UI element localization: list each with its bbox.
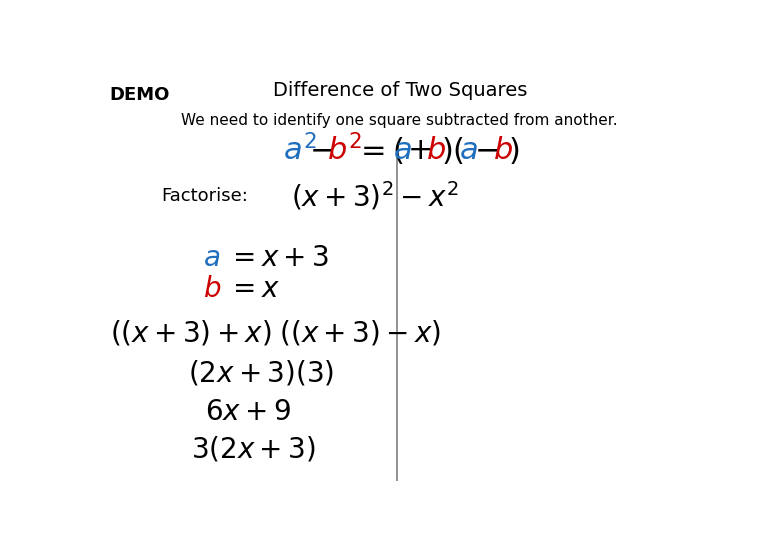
Text: $ = ($: $ = ($ <box>355 134 403 166</box>
Text: $a$: $a$ <box>392 136 411 165</box>
Text: $)($: $)($ <box>441 134 465 166</box>
Text: Factorise:: Factorise: <box>161 187 248 205</box>
Text: DEMO: DEMO <box>109 85 170 104</box>
Text: $ - $: $ - $ <box>474 136 498 165</box>
Text: $ - $: $ - $ <box>309 136 333 165</box>
Text: $ + $: $ + $ <box>407 136 431 165</box>
Text: $a$: $a$ <box>204 244 221 272</box>
Text: $= x + 3$: $= x + 3$ <box>228 244 329 272</box>
Text: $3(2x + 3)$: $3(2x + 3)$ <box>191 435 316 464</box>
Text: $(2x + 3)(3)$: $(2x + 3)(3)$ <box>188 359 335 388</box>
Text: $b$: $b$ <box>493 136 512 165</box>
Text: We need to identify one square subtracted from another.: We need to identify one square subtracte… <box>182 113 618 127</box>
Text: $a^2$: $a^2$ <box>282 134 316 166</box>
Text: $(x + 3)^2 - x^2$: $(x + 3)^2 - x^2$ <box>291 179 459 212</box>
Text: $a$: $a$ <box>459 136 478 165</box>
Text: $b^2$: $b^2$ <box>328 134 363 166</box>
Text: Difference of Two Squares: Difference of Two Squares <box>272 82 527 100</box>
Text: $)$: $)$ <box>509 134 519 166</box>
Text: $6x + 9$: $6x + 9$ <box>205 398 291 426</box>
Text: $= x$: $= x$ <box>228 275 280 303</box>
Text: $b$: $b$ <box>426 136 446 165</box>
Text: $((x + 3) + x)\;((x + 3) - x)$: $((x + 3) + x)\;((x + 3) - x)$ <box>109 319 441 348</box>
Text: $b$: $b$ <box>204 275 222 303</box>
